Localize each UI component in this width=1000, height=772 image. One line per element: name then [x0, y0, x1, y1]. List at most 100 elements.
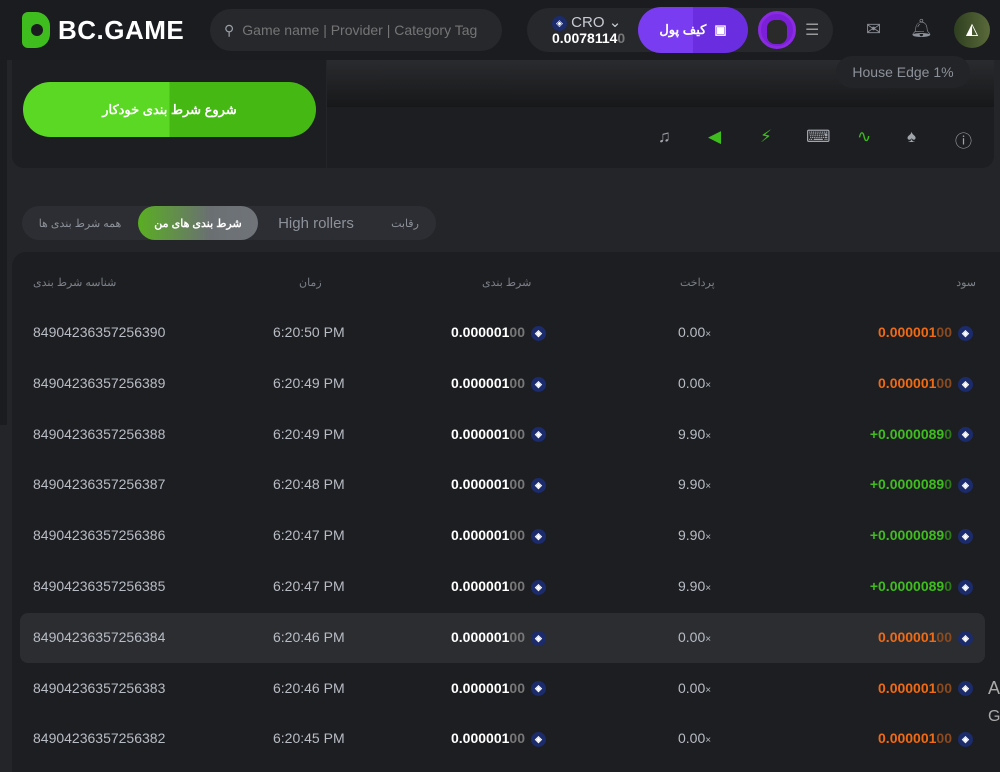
bet-time: 6:20:45 PM [273, 730, 345, 747]
cro-coin-icon: ◈ [530, 630, 546, 646]
help-icon[interactable]: ⓘ [955, 132, 972, 151]
bet-amount: 0.00000100 ◈ [451, 324, 546, 341]
overflow-fragment: G [988, 708, 1000, 725]
bet-amount: 0.00000100 ◈ [451, 629, 546, 646]
bets-tabs: همه شرط بندی ها شرط بندی های من High rol… [22, 206, 436, 240]
bet-id[interactable]: 84904236357256382 [33, 730, 166, 747]
payout: 0.00× [678, 730, 712, 747]
table-row[interactable]: 84904236357256390 6:20:50 PM 0.00000100 ◈… [20, 308, 985, 358]
currency-selector[interactable]: ◈ CRO ⌄ [552, 13, 621, 31]
cro-coin-icon: ◈ [958, 732, 973, 748]
bell-icon[interactable]: 🔔︎ [910, 18, 933, 38]
sidebar-edge [0, 60, 7, 425]
bet-amount: 0.00000100 ◈ [451, 375, 546, 392]
cro-coin-icon: ◈ [530, 681, 546, 697]
tab-contest[interactable]: رقابت [391, 217, 419, 230]
profit: +0.00000890 ◈ [870, 527, 973, 544]
logo[interactable]: BC.GAME [22, 12, 184, 48]
tab-all-bets[interactable]: همه شرط بندی ها [38, 217, 122, 230]
chart-icon[interactable]: ∿ [857, 127, 872, 146]
payout: 9.90× [678, 476, 712, 493]
cro-coin-icon: ◈ [530, 732, 546, 748]
bet-id[interactable]: 84904236357256388 [33, 425, 166, 442]
sound-icon[interactable]: ◀ [708, 127, 722, 146]
mail-icon[interactable]: ✉ [866, 19, 882, 39]
menu-icon[interactable]: ☰ [805, 22, 820, 39]
bet-time: 6:20:46 PM [273, 679, 345, 696]
table-row[interactable]: 84904236357256386 6:20:47 PM 0.00000100 ◈… [20, 511, 985, 561]
bet-amount: 0.00000100 ◈ [451, 730, 546, 748]
cro-coin-icon: ◈ [552, 15, 567, 31]
currency-label: CRO [571, 14, 605, 31]
tab-my-bets[interactable]: شرط بندی های من [138, 206, 258, 240]
cro-coin-icon: ◈ [958, 579, 973, 595]
bet-time: 6:20:49 PM [273, 374, 345, 391]
payout: 9.90× [678, 578, 712, 594]
lightning-icon[interactable]: ⚡︎ [760, 127, 772, 146]
bet-time: 6:20:49 PM [273, 425, 345, 442]
profit: +0.00000890 ◈ [870, 476, 973, 494]
bet-amount: 0.00000100 ◈ [451, 527, 546, 544]
table-row[interactable]: 84904236357256388 6:20:49 PM 0.00000100 ◈… [20, 410, 985, 460]
search-box[interactable]: ⚲ [210, 9, 502, 51]
bet-amount: 0.00000100 ◈ [451, 578, 546, 595]
bet-id[interactable]: 84904236357256386 [33, 527, 166, 544]
profit: 0.00000100 ◈ [878, 375, 973, 392]
bet-id[interactable]: 84904236357256384 [33, 628, 166, 645]
top-bar: BC.GAME ⚲ ◈ CRO ⌄ 0.00781140 کیف پول▣ ☰ … [0, 0, 1000, 60]
header-bet-id: شناسه شرط بندی [33, 277, 117, 289]
profit: 0.00000100 ◈ [878, 730, 973, 748]
bet-id[interactable]: 84904236357256385 [33, 578, 166, 594]
payout: 0.00× [678, 324, 712, 340]
logo-text: BC.GAME [58, 14, 185, 45]
cro-coin-icon: ◈ [530, 579, 546, 595]
profit: 0.00000100 ◈ [878, 680, 973, 697]
wallet-button[interactable]: کیف پول ▣ [638, 7, 748, 53]
bet-id[interactable]: 84904236357256390 [33, 324, 166, 340]
cro-coin-icon: ◈ [530, 528, 546, 544]
start-auto-bet-button[interactable]: شروع شرط بندی خودکار [23, 82, 316, 137]
profit: 0.00000100 ◈ [878, 629, 973, 646]
bet-id[interactable]: 84904236357256389 [33, 374, 166, 391]
profit: +0.00000890 ◈ [870, 426, 973, 443]
bet-time: 6:20:48 PM [273, 476, 345, 493]
payout: 9.90× [678, 527, 712, 544]
bet-amount: 0.00000100 ◈ [451, 476, 546, 494]
payout: 0.00× [678, 374, 712, 391]
tab-high-rollers[interactable]: High rollers [278, 214, 354, 232]
bet-time: 6:20:47 PM [273, 527, 345, 544]
table-row[interactable]: 84904236357256383 6:20:46 PM 0.00000100 ◈… [20, 664, 985, 714]
cro-coin-icon: ◈ [530, 478, 546, 494]
table-row[interactable]: 84904236357256385 6:20:47 PM 0.00000100 ◈… [20, 562, 985, 612]
cro-coin-icon: ◈ [958, 325, 973, 341]
search-icon: ⚲ [224, 21, 235, 38]
bet-id[interactable]: 84904236357256383 [33, 679, 166, 696]
bet-amount: 0.00000100 ◈ [451, 680, 546, 697]
keyboard-icon[interactable]: ⌨ [806, 127, 831, 146]
acorn-icon[interactable]: ♠ [907, 127, 917, 146]
cro-coin-icon: ◈ [958, 630, 973, 646]
cro-coin-icon: ◈ [958, 427, 973, 443]
bet-amount: 0.00000100 ◈ [451, 426, 546, 443]
avatar[interactable]: ◭ [954, 12, 990, 48]
bet-time: 6:20:47 PM [273, 578, 345, 594]
bet-id[interactable]: 84904236357256387 [33, 476, 166, 493]
cro-coin-icon: ◈ [958, 478, 973, 494]
payout: 0.00× [678, 679, 712, 696]
cro-coin-icon: ◈ [530, 427, 546, 443]
cro-coin-icon: ◈ [530, 376, 546, 392]
bet-time: 6:20:46 PM [273, 628, 345, 645]
table-row[interactable]: 84904236357256384 6:20:46 PM 0.00000100 ◈… [20, 612, 985, 663]
header-payout: پرداخت [680, 277, 715, 289]
cro-coin-icon: ◈ [958, 681, 973, 697]
bet-time: 6:20:50 PM [273, 324, 345, 340]
table-row[interactable]: 84904236357256387 6:20:48 PM 0.00000100 ◈… [20, 460, 985, 510]
pet-avatar[interactable] [758, 11, 796, 49]
cro-coin-icon: ◈ [958, 528, 973, 544]
profit: +0.00000890 ◈ [870, 578, 973, 595]
table-row[interactable]: 84904236357256389 6:20:49 PM 0.00000100 ◈… [20, 359, 985, 409]
table-row[interactable]: 84904236357256382 6:20:45 PM 0.00000100 ◈… [20, 714, 985, 764]
music-off-icon[interactable]: ♫ [658, 127, 671, 146]
chevron-down-icon: ⌄ [608, 14, 622, 31]
search-input[interactable] [242, 22, 483, 38]
